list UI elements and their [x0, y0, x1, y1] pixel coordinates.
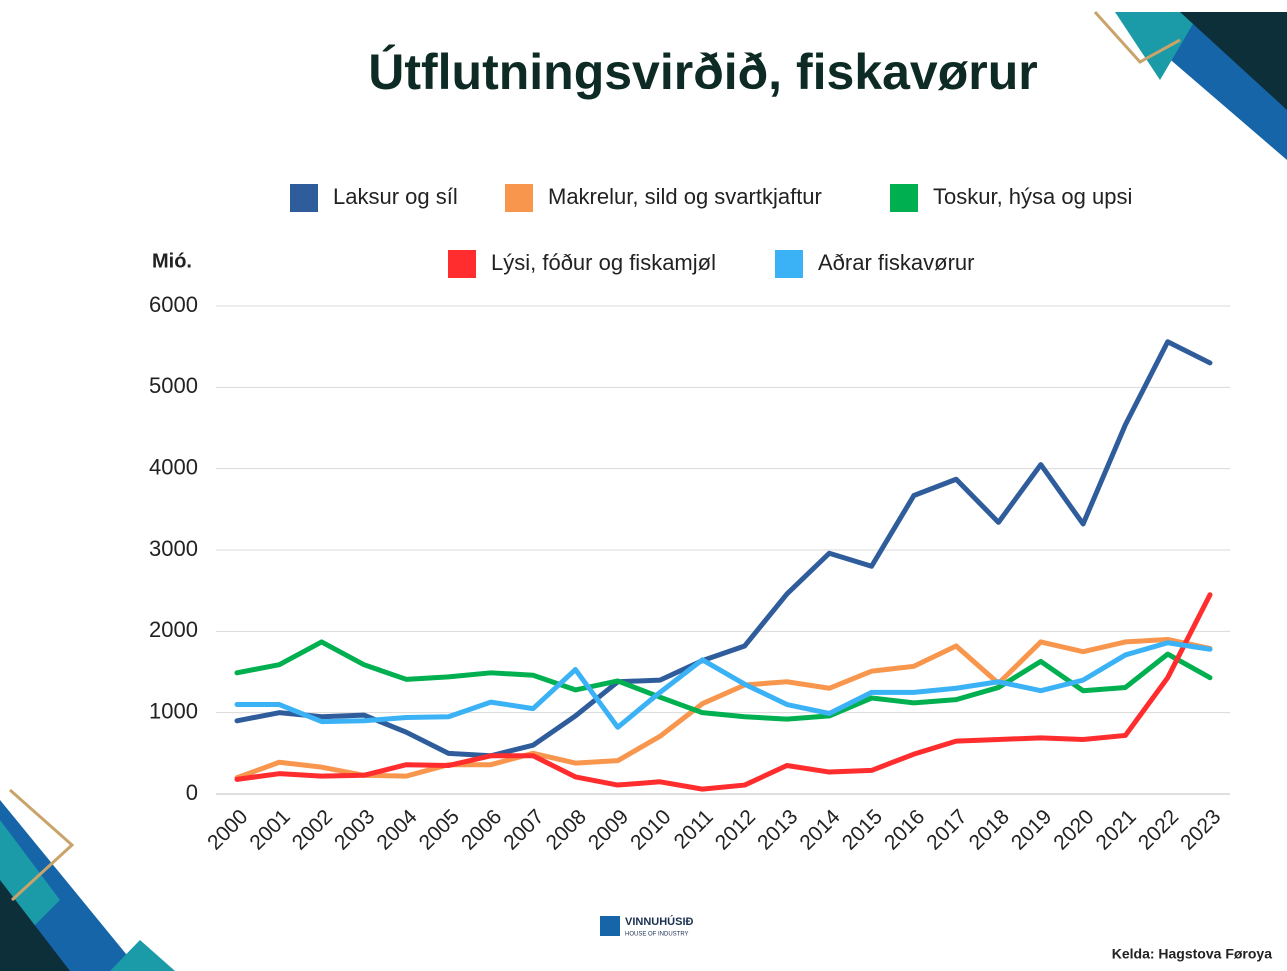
x-tick-label: 2004: [372, 805, 422, 855]
source: Kelda: Hagstova Føroya: [1112, 946, 1272, 962]
series-line: [234, 592, 1213, 792]
decoration: [0, 10, 1287, 971]
legend-swatch: [505, 184, 533, 212]
series-line: [234, 339, 1213, 759]
x-tick-label: 2017: [922, 805, 971, 854]
logo-name: VINNUHÚSIÐ: [625, 915, 694, 928]
x-tick-label: 2005: [415, 805, 464, 854]
x-tick-label: 2023: [1176, 805, 1225, 854]
logo-tagline: HOUSE OF INDUSTRY: [625, 932, 689, 938]
legend-label: Makrelur, sild og svartkjaftur: [548, 184, 822, 209]
x-tick-label: 2003: [330, 805, 379, 854]
x-tick-label: 2001: [245, 805, 294, 854]
legend-label: Aðrar fiskavørur: [818, 250, 974, 275]
y-tick-label: 4000: [149, 454, 198, 479]
x-tick-label: 2008: [542, 805, 591, 854]
x-tick-label: 2016: [880, 805, 929, 854]
x-tick-label: 2010: [626, 805, 675, 854]
legend-swatch: [890, 184, 918, 212]
x-tick-label: 2019: [1007, 805, 1056, 854]
x-tick-label: 2013: [753, 805, 802, 854]
x-tick-label: 2009: [584, 805, 633, 854]
series-line: [234, 639, 1213, 722]
y-tick-label: 1000: [149, 698, 198, 723]
legend-label: Laksur og síl: [333, 184, 458, 209]
y-tick-label: 5000: [149, 373, 198, 398]
x-tick-label: 2021: [1092, 805, 1141, 854]
y-tick-label: 3000: [149, 536, 198, 561]
x-tick-label: 2002: [288, 805, 337, 854]
y-tick-label: 2000: [149, 617, 198, 642]
x-tick-label: 2018: [965, 805, 1014, 854]
x-tick-label: 2020: [1049, 805, 1098, 854]
legend-label: Toskur, hýsa og upsi: [933, 184, 1132, 209]
x-tick-label: 2007: [499, 805, 548, 854]
y-tick-label: 0: [186, 780, 198, 805]
legend-swatch: [290, 184, 318, 212]
chart-title: Útflutningsvirðið, fiskavørur: [368, 44, 1038, 100]
x-tick-label: 2022: [1134, 805, 1183, 854]
x-tick-label: 2012: [711, 805, 760, 854]
y-tick-label: 6000: [149, 292, 198, 317]
x-tick-label: 2015: [838, 805, 887, 854]
legend-label: Lýsi, fóður og fiskamjøl: [491, 250, 716, 275]
series-line: [234, 640, 1213, 730]
x-tick-label: 2014: [795, 805, 845, 855]
x-tick-label: 2006: [457, 805, 506, 854]
legend-swatch: [775, 250, 803, 278]
series-line: [234, 636, 1213, 781]
x-tick-label: 2011: [670, 805, 718, 853]
y-axis-label: Mió.: [152, 250, 192, 272]
legend-swatch: [448, 250, 476, 278]
x-tick-label: 2000: [203, 805, 252, 854]
